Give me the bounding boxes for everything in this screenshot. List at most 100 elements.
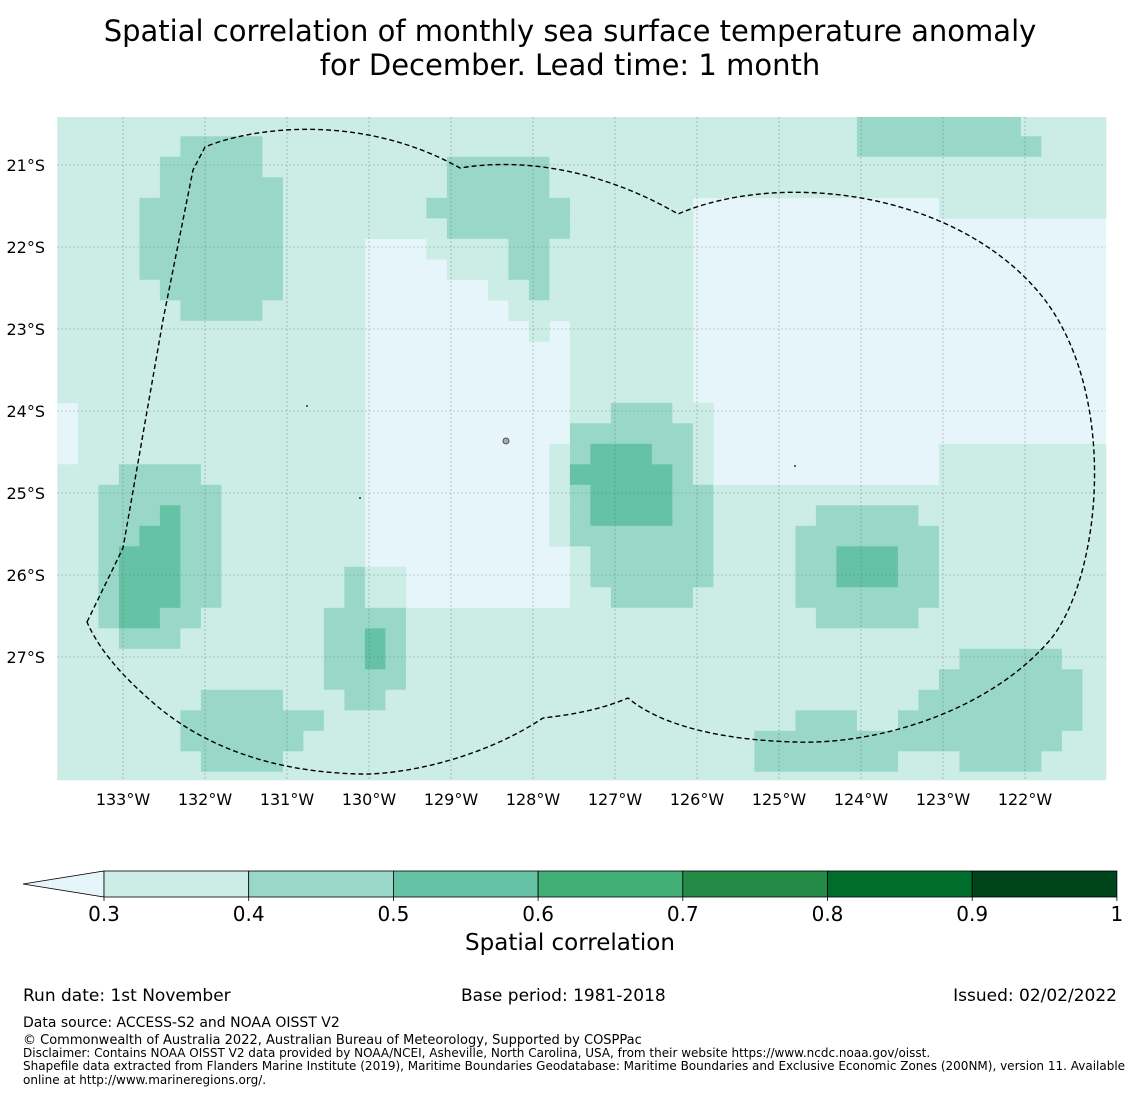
grid-cell [590, 423, 612, 445]
grid-cell [528, 259, 550, 281]
grid-cell [733, 546, 755, 568]
grid-cell [795, 505, 817, 527]
grid-cell [938, 607, 960, 629]
title-line-1: Spatial correlation of monthly sea surfa… [103, 14, 1037, 48]
grid-cell [139, 279, 161, 301]
grid-cell [733, 156, 755, 178]
grid-cell [815, 136, 837, 158]
grid-cell [897, 710, 919, 732]
grid-cell [590, 238, 612, 260]
grid-cell [426, 238, 448, 260]
grid-cell [651, 669, 673, 691]
grid-cell [57, 341, 79, 363]
grid-cell [1000, 628, 1022, 650]
grid-cell [159, 607, 181, 629]
grid-cell [57, 730, 79, 752]
grid-cell [180, 484, 202, 506]
grid-cell [118, 300, 140, 322]
grid-cell [631, 218, 653, 240]
grid-cell [672, 525, 694, 547]
grid-cell [1061, 628, 1083, 650]
grid-cell [1082, 117, 1104, 137]
grid-cell [282, 156, 304, 178]
grid-cell [385, 136, 407, 158]
grid-cell [98, 669, 120, 691]
grid-cell [590, 566, 612, 588]
grid-cell [528, 751, 550, 773]
grid-cell [1082, 566, 1104, 588]
grid-cell [631, 320, 653, 342]
grid-cell [918, 525, 940, 547]
grid-cell [180, 320, 202, 342]
grid-cell [180, 117, 202, 137]
colorbar-extend-arrow [22, 870, 105, 898]
grid-cell [303, 751, 325, 773]
grid-cell [1041, 648, 1063, 670]
grid-cell [200, 156, 222, 178]
grid-cell [815, 156, 837, 178]
grid-cell [795, 484, 817, 506]
grid-cell [836, 156, 858, 178]
grid-cell [426, 628, 448, 650]
grid-cell [282, 566, 304, 588]
grid-cell [754, 587, 776, 609]
grid-cell [672, 689, 694, 711]
grid-cell [795, 628, 817, 650]
grid-cell [672, 566, 694, 588]
grid-cell [528, 628, 550, 650]
grid-cell [979, 648, 1001, 670]
grid-cell [1102, 628, 1107, 650]
grid-cell [282, 648, 304, 670]
grid-cell [344, 505, 366, 527]
grid-cell [77, 587, 99, 609]
grid-cell [1102, 689, 1107, 711]
colorbar-segment [392, 870, 539, 898]
grid-cell [77, 402, 99, 424]
grid-cell [610, 177, 632, 199]
grid-cell [651, 628, 673, 650]
grid-cell [118, 443, 140, 465]
grid-cell [98, 402, 120, 424]
grid-cell [877, 546, 899, 568]
grid-cell [1061, 546, 1083, 568]
grid-cell [590, 607, 612, 629]
grid-cell [672, 320, 694, 342]
grid-cell [938, 525, 960, 547]
grid-cell [590, 341, 612, 363]
grid-cell [610, 361, 632, 383]
grid-cell [221, 730, 243, 752]
grid-cell [241, 156, 263, 178]
grid-cell [200, 361, 222, 383]
grid-cell [959, 546, 981, 568]
grid-cell [1000, 669, 1022, 691]
grid-cell [590, 443, 612, 465]
grid-cell [180, 648, 202, 670]
grid-cell [508, 279, 530, 301]
grid-cell [221, 423, 243, 445]
grid-cell [856, 628, 878, 650]
grid-cell [323, 117, 345, 137]
grid-cell [139, 238, 161, 260]
grid-cell [303, 669, 325, 691]
grid-cell [1082, 607, 1104, 629]
grid-cell [651, 484, 673, 506]
grid-cell [303, 117, 325, 137]
grid-cell [713, 525, 735, 547]
grid-cell [836, 505, 858, 527]
grid-cell [528, 607, 550, 629]
grid-cell [282, 218, 304, 240]
grid-cell [200, 464, 222, 486]
grid-cell [467, 197, 489, 219]
grid-cell [836, 607, 858, 629]
grid-cell [569, 259, 591, 281]
grid-cell [569, 156, 591, 178]
grid-cell [959, 464, 981, 486]
grid-cell [672, 771, 694, 781]
grid-cell [303, 177, 325, 199]
grid-cell [836, 546, 858, 568]
grid-cell [385, 730, 407, 752]
grid-cell [98, 423, 120, 445]
grid-cell [651, 341, 673, 363]
grid-cell [1020, 607, 1042, 629]
grid-cell [1061, 607, 1083, 629]
